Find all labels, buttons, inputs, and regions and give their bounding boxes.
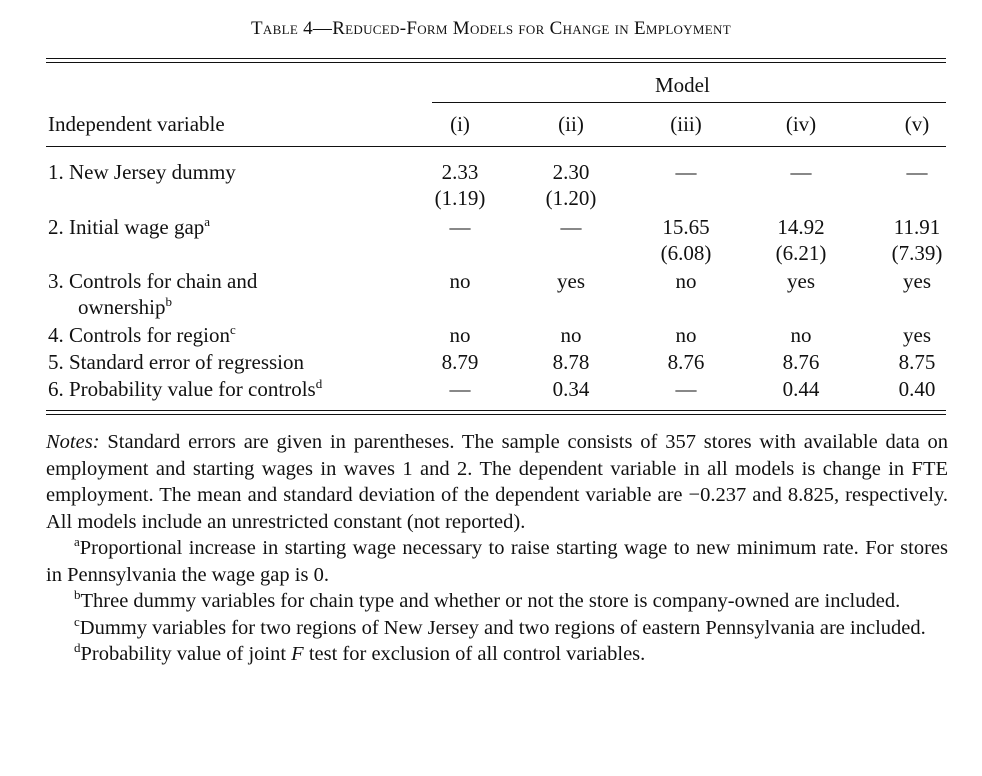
row2-col-iii: 15.65 bbox=[662, 215, 710, 239]
row1-se-ii: (1.20) bbox=[545, 186, 597, 210]
column-header-ii: (ii) bbox=[558, 112, 584, 136]
row4-col-v: yes bbox=[903, 323, 931, 347]
column-header-i: (i) bbox=[450, 112, 470, 136]
row6-col-v: 0.40 bbox=[898, 377, 936, 401]
row2-se-iii: (6.08) bbox=[660, 241, 712, 265]
footnote-b: bThree dummy variables for chain type an… bbox=[74, 587, 901, 612]
row-label-controls-chain: 3. Controls for chain and bbox=[48, 269, 258, 293]
row-label-initial-wage-gap: 2. Initial wage gapa bbox=[48, 214, 211, 239]
row1-col-ii: 2.30 bbox=[552, 160, 590, 184]
row1-col-iii: — bbox=[675, 160, 697, 184]
row4-col-i: no bbox=[449, 323, 471, 347]
row2-se-v: (7.39) bbox=[891, 241, 943, 265]
row1-col-iv: — bbox=[790, 160, 812, 184]
row5-col-v: 8.75 bbox=[898, 350, 936, 374]
row-label-standard-error: 5. Standard error of regression bbox=[48, 350, 304, 374]
row5-col-iii: 8.76 bbox=[667, 350, 705, 374]
footnote-a: aProportional increase in starting wage … bbox=[46, 534, 948, 586]
row4-col-iii: no bbox=[675, 323, 697, 347]
row4-col-ii: no bbox=[560, 323, 582, 347]
row-label-controls-region: 4. Controls for regionc bbox=[48, 322, 236, 347]
bottom-rule-1 bbox=[46, 410, 946, 411]
model-header: Model bbox=[655, 73, 710, 97]
row6-col-iii: — bbox=[675, 377, 697, 401]
row2-se-iv: (6.21) bbox=[775, 241, 827, 265]
column-header-iv: (iv) bbox=[785, 112, 817, 136]
independent-variable-header: Independent variable bbox=[48, 112, 225, 136]
footnote-d: dProbability value of joint F test for e… bbox=[74, 640, 646, 665]
row3-col-iii: no bbox=[675, 269, 697, 293]
row1-col-v: — bbox=[906, 160, 928, 184]
row5-col-iv: 8.76 bbox=[782, 350, 820, 374]
row3-col-v: yes bbox=[903, 269, 931, 293]
table-title: Table 4—Reduced-Form Models for Change i… bbox=[251, 18, 731, 39]
row1-col-i: 2.33 bbox=[441, 160, 479, 184]
notes-main: Notes: Standard errors are given in pare… bbox=[46, 431, 948, 533]
row-label-probability-value: 6. Probability value for controlsd bbox=[48, 376, 323, 401]
row-label-controls-chain-cont: ownershipb bbox=[78, 294, 172, 319]
row1-se-i: (1.19) bbox=[434, 186, 486, 210]
column-header-v: (v) bbox=[904, 112, 930, 136]
top-rule-2 bbox=[46, 62, 946, 63]
row6-col-i: — bbox=[449, 377, 471, 401]
row5-col-i: 8.79 bbox=[441, 350, 479, 374]
row5-col-ii: 8.78 bbox=[552, 350, 590, 374]
footnote-c: cDummy variables for two regions of New … bbox=[74, 613, 926, 639]
row6-col-iv: 0.44 bbox=[782, 377, 820, 401]
row-label-new-jersey-dummy: 1. New Jersey dummy bbox=[48, 160, 236, 184]
row2-col-v: 11.91 bbox=[893, 215, 941, 239]
table-notes: Notes: Standard errors are given in pare… bbox=[46, 429, 948, 668]
row2-col-iv: 14.92 bbox=[777, 215, 825, 239]
row4-col-iv: no bbox=[790, 323, 812, 347]
column-header-iii: (iii) bbox=[670, 112, 702, 136]
row3-col-ii: yes bbox=[557, 269, 585, 293]
row6-col-ii: 0.34 bbox=[552, 377, 590, 401]
row2-col-i: — bbox=[449, 215, 471, 239]
row3-col-iv: yes bbox=[787, 269, 815, 293]
model-subrule bbox=[432, 102, 946, 103]
header-rule bbox=[46, 146, 946, 147]
bottom-rule-2 bbox=[46, 414, 946, 415]
row3-col-i: no bbox=[449, 269, 471, 293]
row2-col-ii: — bbox=[560, 215, 582, 239]
top-rule-1 bbox=[46, 58, 946, 59]
